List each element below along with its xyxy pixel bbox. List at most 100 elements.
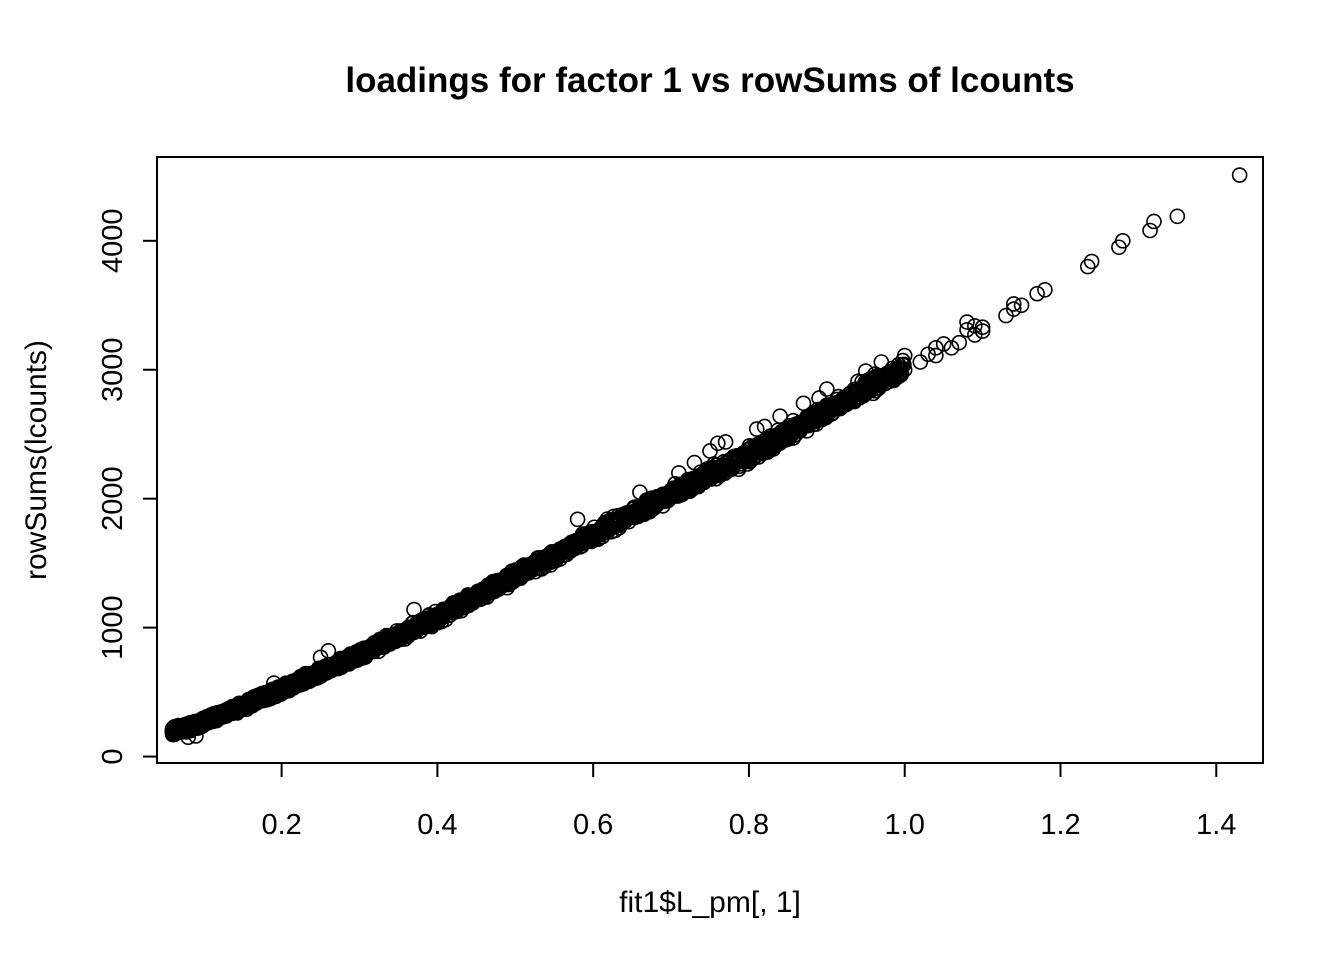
data-point [563, 534, 580, 550]
data-point [750, 449, 767, 465]
data-point [599, 517, 616, 534]
data-point [715, 457, 732, 473]
data-point [417, 616, 434, 632]
data-point [719, 459, 735, 476]
x-tick-label: 0.6 [573, 809, 613, 841]
data-point [492, 575, 508, 592]
data-point [881, 366, 898, 382]
data-point [819, 381, 835, 397]
data-point [928, 347, 944, 364]
data-point [1142, 222, 1158, 239]
data-point [241, 694, 257, 711]
data-point [777, 432, 794, 448]
data-point [430, 610, 447, 626]
data-point [490, 573, 507, 590]
data-point [390, 628, 407, 644]
x-tick-label: 1.0 [885, 809, 925, 841]
data-point [746, 441, 763, 457]
data-point [752, 442, 768, 459]
data-point [795, 395, 812, 412]
data-points [164, 167, 1248, 746]
data-point [646, 497, 663, 513]
data-point [1029, 285, 1045, 302]
y-tick-label: 1000 [97, 595, 129, 660]
data-point [857, 363, 874, 379]
data-point [959, 314, 975, 330]
data-point [896, 347, 913, 364]
data-point [912, 354, 929, 370]
y-axis-label: rowSums(lcounts) [20, 340, 53, 580]
data-point [488, 575, 504, 592]
data-point [391, 627, 408, 643]
data-point [935, 336, 952, 352]
data-point [715, 462, 732, 478]
data-point [873, 354, 890, 370]
data-point [1079, 258, 1096, 275]
data-point [376, 637, 392, 653]
data-point [534, 557, 550, 574]
data-point [890, 361, 907, 378]
data-point [279, 679, 296, 696]
data-point [291, 671, 307, 687]
data-point [194, 715, 210, 732]
data-point [959, 321, 975, 338]
data-point [1005, 296, 1022, 312]
data-point [951, 334, 968, 351]
x-tick-label: 0.2 [261, 809, 301, 841]
data-point [700, 465, 716, 482]
data-point [180, 729, 196, 746]
data-point [748, 421, 765, 437]
data-point [594, 521, 611, 537]
data-point [1169, 208, 1186, 225]
data-point [800, 408, 817, 425]
data-point [320, 643, 337, 659]
data-point [491, 580, 508, 597]
data-point [351, 646, 367, 663]
data-point [329, 657, 345, 673]
data-point [779, 425, 795, 442]
data-point [756, 418, 773, 435]
data-point [829, 395, 846, 412]
data-point [837, 395, 854, 412]
data-point [266, 675, 282, 691]
data-point [628, 506, 645, 522]
data-point [671, 465, 687, 481]
data-point [536, 558, 553, 575]
data-point [187, 717, 204, 734]
y-tick-label: 2000 [97, 466, 129, 531]
data-point [263, 686, 279, 702]
x-axis: 0.2 0.4 0.6 0.8 1.0 1.2 1.4 [261, 762, 1236, 841]
data-point [709, 435, 726, 452]
data-point [671, 482, 687, 499]
data-point [188, 728, 204, 744]
data-point [1013, 297, 1030, 314]
y-tick-label: 0 [97, 748, 129, 764]
data-point [406, 601, 422, 618]
data-point [408, 617, 424, 634]
data-point [717, 434, 734, 450]
data-point [702, 443, 718, 459]
data-point [713, 460, 729, 477]
data-point [811, 390, 827, 406]
data-point [254, 688, 271, 704]
data-point [574, 538, 590, 554]
data-point [225, 701, 242, 718]
data-point [465, 591, 482, 608]
data-point [974, 319, 991, 335]
data-point [857, 385, 874, 402]
data-point [740, 441, 756, 458]
data-point [748, 447, 764, 464]
data-point [217, 704, 234, 721]
data-point [470, 583, 486, 600]
data-point [686, 454, 703, 471]
data-point [302, 671, 318, 687]
data-point [552, 551, 568, 567]
data-point [1115, 233, 1131, 249]
data-point [544, 547, 561, 564]
data-point [928, 340, 944, 356]
data-point [164, 722, 181, 739]
data-point [1037, 282, 1053, 298]
data-point [360, 642, 376, 659]
data-point [260, 689, 276, 705]
